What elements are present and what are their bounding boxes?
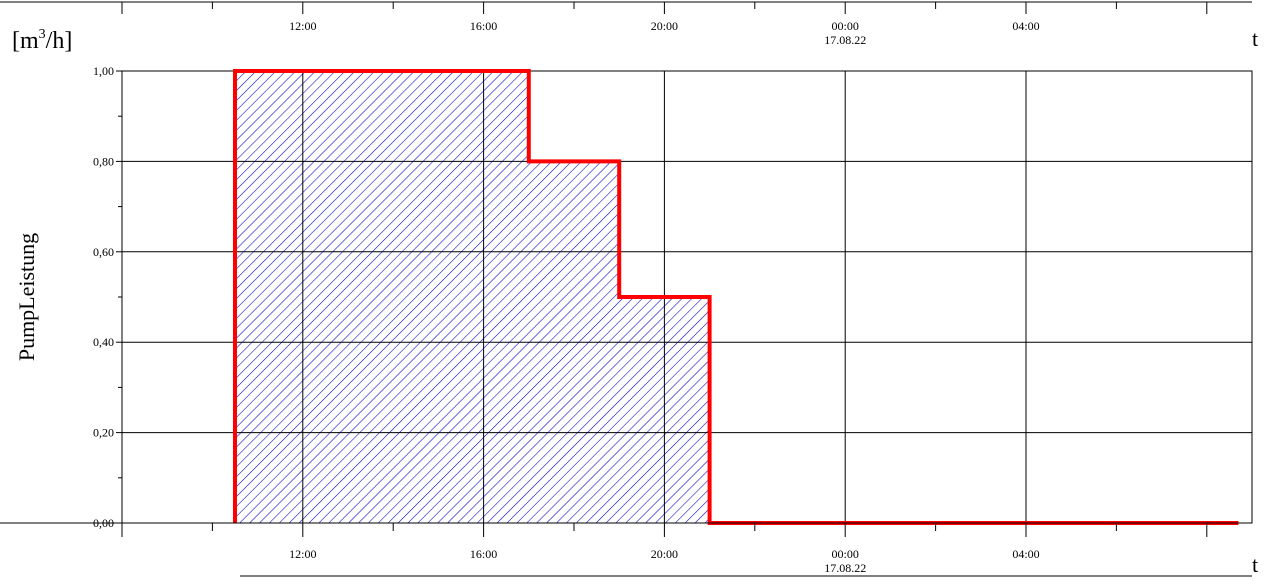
y-unit-label: [m3/h]	[12, 27, 72, 54]
series-fill-area	[235, 71, 1239, 523]
bottom-date-label: 17.08.22	[824, 561, 866, 575]
top-x-tick-label-2: 20:00	[651, 19, 678, 33]
y-axis-title: PumpLeistung	[14, 233, 39, 361]
top-x-tick-label-0: 12:00	[289, 19, 316, 33]
y-tick-labels: 0,00 0,20 0,40 0,60 0,80 1,00	[93, 64, 114, 530]
bottom-x-tick-label-1: 16:00	[470, 547, 497, 561]
y-tick-label-0: 0,00	[93, 516, 114, 530]
bottom-x-tick-label-0: 12:00	[289, 547, 316, 561]
x-axis-title-top: t	[1252, 26, 1258, 51]
y-tick-label-2: 0,40	[93, 335, 114, 349]
y-unit-superscript: 3	[39, 27, 46, 42]
x-axis-title-bottom: t	[1252, 552, 1258, 577]
y-tick-label-3: 0,60	[93, 245, 114, 259]
y-unit-tail: /h]	[46, 28, 73, 54]
top-x-tick-label-3: 00:00	[832, 19, 859, 33]
top-x-tick-label-4: 04:00	[1012, 19, 1039, 33]
top-x-tick-label-1: 16:00	[470, 19, 497, 33]
fill-layer	[235, 71, 1239, 523]
y-tick-label-1: 0,20	[93, 426, 114, 440]
y-tick-label-5: 1,00	[93, 64, 114, 78]
bottom-x-tick-label-2: 20:00	[651, 547, 678, 561]
top-date-label: 17.08.22	[824, 33, 866, 47]
y-tick-label-4: 0,80	[93, 154, 114, 168]
axes-layer	[0, 1, 1252, 577]
bottom-x-tick-label-4: 04:00	[1012, 547, 1039, 561]
bottom-x-tick-label-3: 00:00	[832, 547, 859, 561]
